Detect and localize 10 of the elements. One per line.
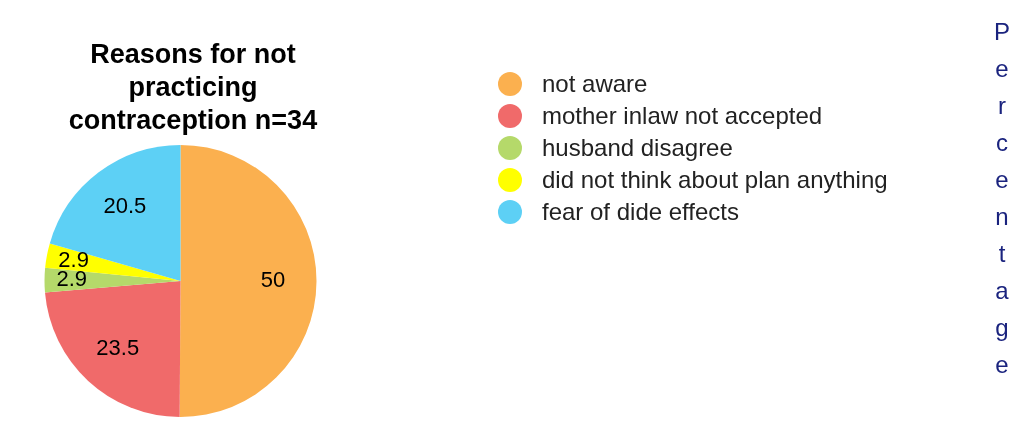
text: Percentage [987, 18, 1016, 388]
legend-label: husband disagree [542, 134, 733, 162]
chart-title: Reasons for not practicing contraception n=34 [67, 38, 319, 137]
data-label: 50 [260, 267, 286, 293]
data-label: 20.5 [103, 193, 147, 219]
legend-label: not aware [542, 70, 648, 98]
legend-label: did not think about plan anything [542, 166, 888, 194]
legend-label: mother inlaw not accepted [542, 102, 823, 130]
legend-label: fear of dide effects [542, 198, 740, 226]
data-label: 23.5 [96, 334, 140, 360]
